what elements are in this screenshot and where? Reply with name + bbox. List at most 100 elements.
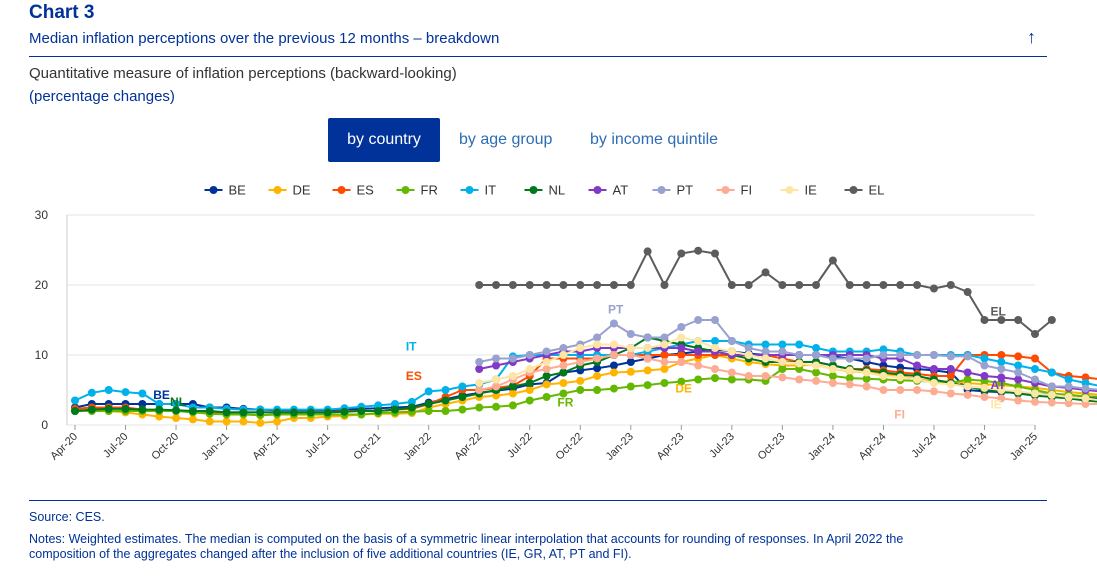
legend-item-es[interactable]: ES [332,183,375,198]
data-point-it [441,386,450,394]
data-point-fi [761,372,770,380]
data-point-fi [660,358,669,366]
tab-by-income-quintile[interactable]: by income quintile [590,131,719,148]
data-point-el [845,281,854,289]
data-point-ie [609,340,618,349]
data-point-es [677,351,686,359]
legend-item-nl[interactable]: NL [524,183,566,198]
data-point-el [711,249,719,258]
data-point-fi [694,361,703,370]
data-point-fi [744,372,753,380]
data-point-de [222,417,231,426]
data-point-el [1031,330,1039,338]
data-point-pt [913,351,922,359]
data-point-pt [1014,368,1023,377]
data-point-be [138,400,147,408]
data-point-pt [559,344,568,352]
legend-item-be[interactable]: BE [204,183,247,198]
legend-item-fi[interactable]: FI [716,183,753,198]
tab-by-country[interactable]: by country [328,118,440,162]
data-point-pt [778,347,787,356]
series-label-it: IT [406,340,417,354]
legend-item-fr[interactable]: FR [396,183,438,198]
data-point-el [795,281,804,289]
data-point-es [1031,354,1039,363]
data-point-ie [559,351,568,359]
data-point-at [963,368,972,377]
data-point-nl [289,408,298,417]
data-point-it [155,400,164,408]
data-point-ie [525,365,534,373]
legend-item-ie[interactable]: IE [780,183,818,198]
data-point-fr [643,381,652,390]
data-point-ie [643,344,652,352]
data-point-pt [997,365,1006,373]
data-point-nl [87,405,96,414]
data-point-fr [711,374,719,383]
data-point-at [980,372,989,380]
data-point-fr [441,407,450,415]
data-point-fi [643,354,652,363]
data-point-pt [896,351,905,359]
data-point-ie [593,340,602,349]
series-label-de: DE [675,382,692,396]
data-point-de [559,379,568,387]
data-point-nl [357,407,366,415]
data-point-el [660,281,669,289]
data-point-fr [593,386,602,394]
x-tick-label: Apr-23 [655,431,687,463]
data-point-it [391,400,399,408]
series-label-nl: NL [170,395,186,409]
tab-by-age-group[interactable]: by age group [459,131,553,148]
data-point-ie [997,386,1006,394]
data-point-nl [138,405,147,414]
footer-divider [29,500,1047,501]
scroll-up-arrow-icon[interactable]: ↑ [1027,27,1036,47]
data-point-el [593,281,602,289]
data-point-de [239,417,248,426]
data-point-fi [845,380,854,389]
legend-item-el[interactable]: EL [844,183,885,198]
data-point-es [660,351,669,359]
data-point-el [761,268,770,277]
data-point-ie [929,379,938,387]
series-label-be: BE [153,388,170,402]
x-tick-label: Oct-24 [958,431,990,463]
data-point-nl [525,379,534,387]
data-point-el [559,281,568,289]
legend-label: EL [869,183,885,198]
data-point-fi [812,376,821,385]
data-point-fi [913,386,922,394]
data-point-fr [677,377,686,386]
data-point-fi [475,386,484,394]
data-point-it [795,340,804,349]
data-point-de [643,366,652,375]
data-point-it [104,386,113,394]
data-point-de [256,418,265,427]
legend-item-de[interactable]: DE [268,183,311,198]
data-point-nl [323,408,332,417]
chart-plot-area [71,246,1097,427]
data-point-fi [879,386,888,394]
data-point-fr [778,365,787,373]
data-point-nl [458,393,467,401]
data-point-ie [744,351,753,359]
data-point-fr [609,384,618,393]
data-point-ie [576,344,585,352]
data-point-el [727,281,736,289]
data-point-nl [391,405,399,414]
data-point-el [879,281,888,289]
data-point-it [812,344,821,352]
data-point-ie [778,358,787,366]
data-point-pt [694,316,703,324]
data-point-it [87,388,96,397]
legend-item-at[interactable]: AT [588,183,629,198]
data-point-nl [104,404,113,413]
data-point-ie [660,340,669,349]
x-tick-label: Jul-24 [909,431,939,461]
legend-item-it[interactable]: IT [460,183,497,198]
data-point-ie [1081,394,1090,403]
legend-item-pt[interactable]: PT [652,183,694,198]
data-point-el [643,247,652,256]
data-point-ie [980,383,989,392]
